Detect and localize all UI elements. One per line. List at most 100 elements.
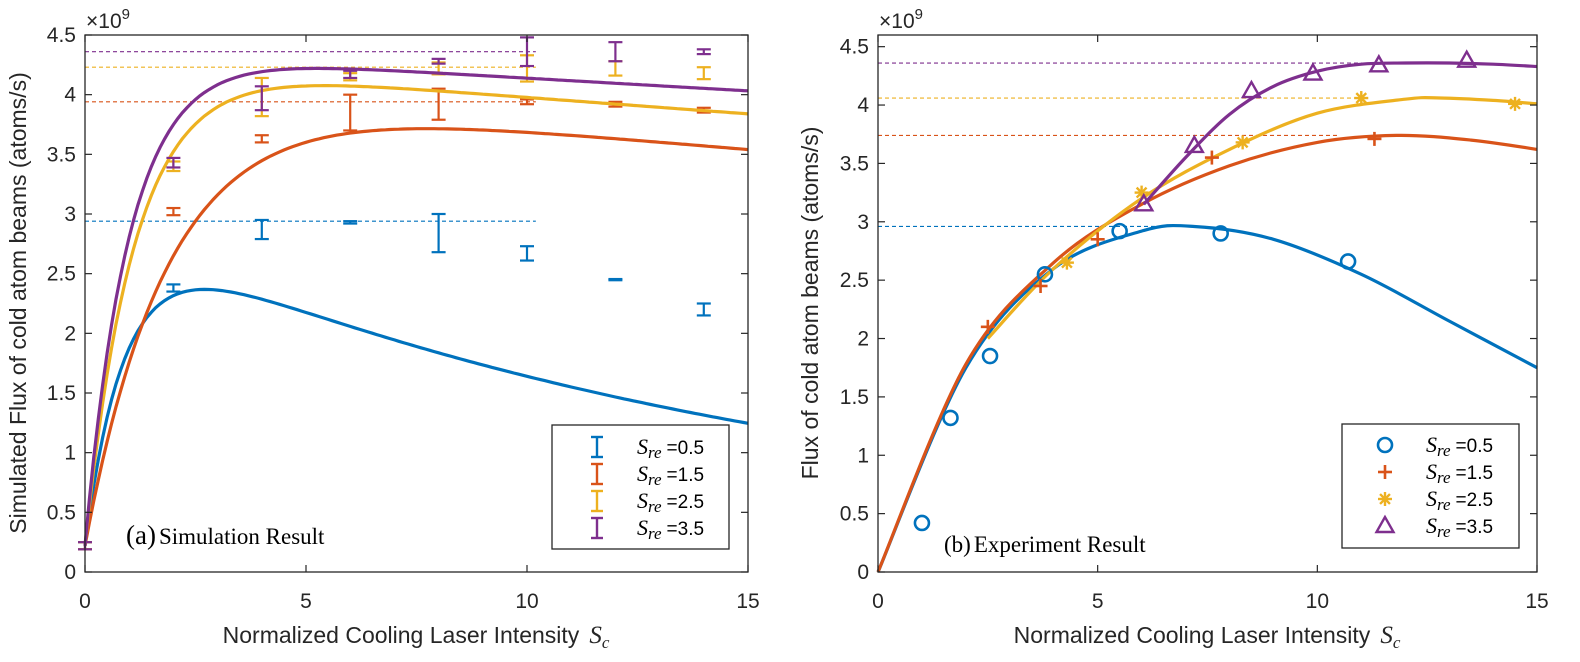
error-bar <box>696 302 711 317</box>
panel-a-exponent: ×109 <box>86 6 130 33</box>
legend-item: Sre =2.5 <box>591 488 704 516</box>
error-bar <box>254 134 269 144</box>
y-tick-label: 0 <box>857 561 869 584</box>
panel-b-axes-box <box>877 34 1538 573</box>
error-bar <box>254 85 269 112</box>
panel-a-series-layer <box>78 36 749 551</box>
y-tick-label: 1.5 <box>840 386 869 409</box>
series-s35 <box>878 61 1538 206</box>
error-bar <box>166 156 181 169</box>
data-point <box>1036 266 1054 283</box>
panel-b-ticks: 0 5 10 15 0 0.5 1 1.5 2 2.5 3 3.5 4 4.5 <box>840 35 1549 613</box>
panel-a-caption: (a) Simulation Result <box>126 520 325 550</box>
legend-item: Sre =2.5 <box>1378 486 1493 514</box>
y-tick-label: 0.5 <box>47 501 76 524</box>
y-tick-label: 4 <box>64 84 76 107</box>
error-bar <box>431 57 446 65</box>
data-point <box>1354 91 1369 106</box>
x-tick-label: 15 <box>1525 590 1548 613</box>
data-point <box>1183 134 1205 154</box>
legend-label: Sre =0.5 <box>1426 432 1493 460</box>
error-bar <box>343 220 358 225</box>
series-s05 <box>876 223 1538 573</box>
data-point <box>1374 514 1396 534</box>
panel-b-legend-box <box>1341 423 1520 549</box>
y-tick-label: 3 <box>857 211 869 234</box>
x-tick-label: 0 <box>872 590 884 613</box>
y-tick-label: 0 <box>64 561 76 584</box>
y-tick-label: 3 <box>64 203 76 226</box>
panel-a-legend-box <box>551 424 730 550</box>
legend-label: Sre =2.5 <box>637 488 704 516</box>
data-point <box>1133 192 1155 212</box>
legend-label: Sre =0.5 <box>637 434 704 462</box>
error-bar <box>166 206 181 217</box>
panel-b-caption: (b) Experiment Result <box>944 532 1146 557</box>
series-s15 <box>876 133 1538 573</box>
panel-a-xlabel: Normalized Cooling Laser Intensity Sc <box>223 622 610 652</box>
y-tick-label: 3.5 <box>47 143 76 166</box>
series-s25 <box>878 95 1538 340</box>
legend-item: Sre =1.5 <box>591 461 704 489</box>
y-tick-label: 2.5 <box>840 269 869 292</box>
legend-item: Sre =3.5 <box>1374 513 1493 541</box>
x-tick-label: 15 <box>736 590 759 613</box>
error-bar <box>254 218 269 241</box>
fit-curve <box>83 84 749 546</box>
fit-curve <box>1142 61 1538 206</box>
y-tick-label: 1 <box>857 444 869 467</box>
markers-s05 <box>913 222 1357 532</box>
panel-b-ylabel: Flux of cold atom beams (atoms/s) <box>797 127 823 480</box>
data-point <box>980 319 995 334</box>
data-point <box>1339 253 1357 270</box>
legend-item: Sre =3.5 <box>591 515 704 543</box>
panel-a-ylabel: Simulated Flux of cold atom beams (atoms… <box>5 72 31 533</box>
error-bar <box>343 69 358 80</box>
legend-label: Sre =3.5 <box>1426 513 1493 541</box>
y-tick-label: 4.5 <box>47 24 76 47</box>
error-bar <box>608 41 623 63</box>
panel-b-exponent: ×109 <box>879 6 923 33</box>
data-point <box>1240 79 1262 99</box>
data-point <box>1111 222 1128 240</box>
y-tick-label: 2 <box>857 328 869 351</box>
error-bar <box>166 283 181 293</box>
legend-label: Sre =1.5 <box>637 461 704 489</box>
fit-curve <box>83 287 749 546</box>
data-point <box>1302 62 1324 81</box>
legend-item: Sre =0.5 <box>1376 432 1493 460</box>
fit-curve <box>83 127 749 546</box>
x-tick-label: 5 <box>300 590 312 613</box>
error-bar <box>431 212 446 254</box>
x-tick-label: 10 <box>515 590 538 613</box>
fit-curve <box>986 95 1538 340</box>
panel-a-simulation: 0 5 10 15 0 0.5 1 1.5 2 2.5 3 3.5 4 4.5 ×109 Normaliz… <box>5 6 760 652</box>
x-tick-label: 0 <box>79 590 91 613</box>
data-point <box>942 409 959 427</box>
x-tick-label: 5 <box>1092 590 1104 613</box>
y-tick-label: 2 <box>64 322 76 345</box>
data-point <box>1368 53 1390 73</box>
panel-b-experiment: 0 5 10 15 0 0.5 1 1.5 2 2.5 3 3.5 4 4.5 ×109 Normaliz… <box>797 6 1549 652</box>
panel-b-xlabel: Normalized Cooling Laser Intensity Sc <box>1014 622 1401 652</box>
data-point <box>1378 465 1392 479</box>
data-point <box>913 514 931 532</box>
data-point <box>1033 278 1048 293</box>
y-tick-label: 4.5 <box>840 36 869 59</box>
panel-a-axes-box <box>84 34 749 573</box>
error-bar <box>608 277 623 282</box>
error-bar <box>520 245 534 262</box>
error-bar <box>696 66 711 81</box>
legend-item: Sre =1.5 <box>1378 459 1493 487</box>
error-bar <box>520 98 534 106</box>
error-bar <box>431 87 446 121</box>
y-tick-label: 1 <box>64 442 76 465</box>
data-point <box>1212 225 1229 242</box>
y-tick-label: 2.5 <box>47 263 76 286</box>
fit-curve <box>876 223 1538 573</box>
fit-curve <box>876 133 1538 573</box>
x-tick-label: 10 <box>1306 590 1329 613</box>
legend-item: Sre =0.5 <box>591 434 704 462</box>
